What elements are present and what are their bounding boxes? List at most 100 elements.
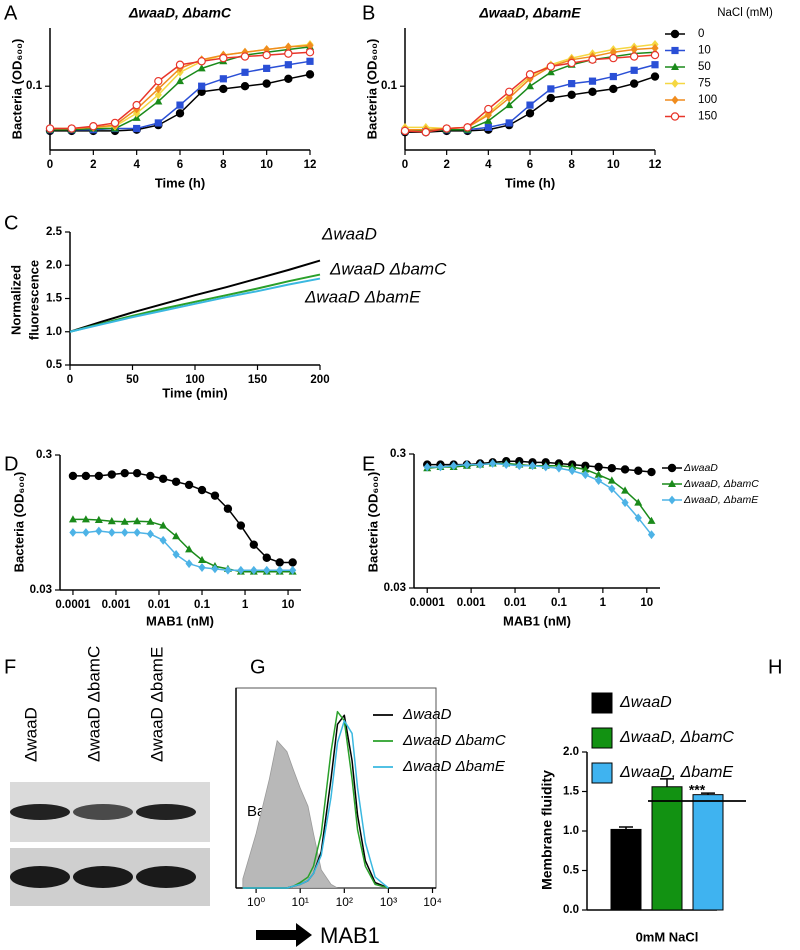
marker (670, 29, 680, 39)
marker (120, 468, 129, 478)
marker (423, 462, 431, 472)
marker (68, 515, 77, 523)
marker (81, 515, 90, 523)
bar (610, 828, 642, 911)
marker (671, 95, 679, 105)
marker (154, 90, 162, 100)
marker (172, 550, 180, 559)
marker (154, 119, 162, 127)
marker (197, 64, 206, 72)
band (10, 866, 70, 888)
legend-label: ΔwaaD, ΔbamE (683, 494, 759, 506)
x-tick-label: 10¹ (292, 895, 309, 909)
marker (505, 100, 514, 109)
legend-label: 75 (698, 78, 711, 90)
y-tick-label: 0.03 (30, 584, 52, 596)
band (10, 804, 70, 820)
marker (581, 465, 590, 473)
panel-letter: F (4, 656, 16, 678)
marker (198, 555, 207, 564)
marker (262, 553, 271, 562)
x-tick-label: 0.1 (194, 599, 211, 611)
marker (671, 46, 679, 55)
marker (609, 53, 618, 63)
x-tick-label: 0 (67, 374, 73, 386)
x-tick-label: 6 (527, 159, 533, 171)
x-tick-label: 0 (47, 159, 53, 171)
marker (210, 491, 220, 500)
legend-title: NaCl (mM) (717, 7, 773, 19)
x-tick-label: 10 (607, 159, 620, 171)
legend-label: ΔwaaD (619, 694, 672, 711)
marker (634, 513, 642, 523)
bar (692, 794, 724, 911)
marker (650, 50, 660, 60)
marker (546, 68, 555, 76)
marker (240, 52, 250, 61)
marker (568, 80, 576, 88)
x-tick-label: 2 (90, 159, 96, 171)
marker (484, 123, 492, 131)
lane-label: ΔwaaD ΔbamC (84, 646, 103, 762)
marker (262, 79, 271, 88)
marker (594, 462, 603, 472)
x-tick-label: 0.001 (457, 597, 486, 609)
marker (607, 476, 616, 484)
marker (171, 477, 181, 486)
marker (289, 565, 297, 575)
panel-letter: C (4, 212, 18, 234)
x-tick-label: 100 (185, 374, 204, 386)
band (136, 804, 196, 820)
marker (484, 110, 492, 120)
legend-label: ΔwaaD, ΔbamC (683, 478, 759, 490)
y-tick-label: 1.0 (46, 326, 62, 338)
lane-label: ΔwaaD ΔbamE (147, 647, 166, 762)
marker (629, 52, 639, 61)
marker (69, 528, 77, 537)
marker (146, 517, 155, 525)
marker (476, 460, 484, 470)
marker (158, 474, 168, 483)
marker (588, 77, 597, 85)
marker (249, 540, 259, 549)
marker (197, 57, 206, 66)
marker (185, 559, 193, 569)
marker (133, 528, 141, 537)
x-tick-label: 0.0001 (55, 599, 91, 611)
marker (609, 72, 617, 81)
y-tick-label: 0.3 (36, 449, 52, 461)
x-tick-label: 10² (336, 895, 353, 909)
x-tick-label: 10⁴ (423, 895, 442, 909)
marker (450, 461, 458, 471)
marker (224, 565, 232, 575)
marker (305, 48, 315, 57)
error-bar (701, 792, 715, 795)
marker (647, 516, 656, 524)
x-axis-label: Time (min) (162, 385, 228, 400)
marker (526, 82, 534, 90)
y-axis-label: Membrane fluidity (539, 770, 555, 890)
marker (515, 461, 523, 471)
legend-label: ΔwaaD, ΔbamE (619, 764, 733, 781)
series-line (405, 51, 656, 132)
marker (588, 87, 597, 96)
marker (223, 504, 233, 513)
x-tick-label: 10 (640, 597, 653, 609)
series-label: ΔwaaD ΔbamE (304, 287, 421, 306)
marker (81, 471, 91, 481)
marker (528, 461, 537, 471)
x-tick-label: 150 (248, 374, 267, 386)
panel-letter: E (362, 453, 375, 475)
y-axis-label: fluorescence (26, 260, 41, 340)
series-label: ΔwaaD ΔbamC (329, 259, 447, 278)
marker (668, 479, 676, 487)
marker (436, 462, 445, 472)
marker (567, 58, 576, 68)
marker (547, 85, 555, 93)
marker (275, 558, 284, 567)
marker (107, 516, 116, 525)
x-tick-label: 10⁰ (247, 895, 265, 909)
y-tick-label: 0.5 (563, 865, 580, 877)
marker (45, 124, 55, 133)
